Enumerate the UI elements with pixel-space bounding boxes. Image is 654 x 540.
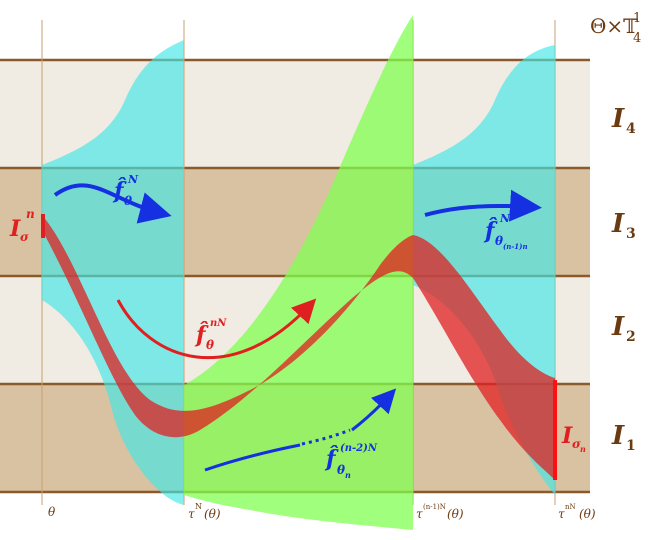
arrow-f-n2n: [204, 443, 301, 472]
svg-text:n: n: [345, 470, 351, 480]
svg-text:nN: nN: [565, 503, 576, 511]
svg-text:(θ): (θ): [579, 507, 596, 521]
svg-text:f̂: f̂: [112, 178, 127, 204]
svg-text:I: I: [611, 312, 625, 342]
svg-text:θ: θ: [337, 463, 345, 477]
svg-text:I: I: [611, 104, 625, 134]
label-f-n2n: f̂ θ n (n-2)N: [324, 443, 378, 480]
svg-text:θ: θ: [124, 194, 132, 208]
svg-text:σ: σ: [20, 230, 29, 244]
svg-text:3: 3: [626, 226, 636, 242]
svg-text:θ: θ: [206, 338, 214, 352]
svg-text:n: n: [26, 207, 35, 221]
svg-text:τ: τ: [558, 507, 565, 521]
green-region-middle: [184, 15, 413, 530]
svg-text:I: I: [561, 423, 573, 449]
svg-text:(n-1)N: (n-1)N: [423, 503, 446, 511]
svg-text:τ: τ: [188, 507, 195, 521]
label-f-n1: f̂ θ (n-1)n N: [483, 212, 528, 251]
svg-text:(n-1)n: (n-1)n: [503, 242, 528, 251]
svg-text:(θ): (θ): [204, 507, 221, 521]
space-sub: 4: [633, 31, 641, 46]
svg-text:(n-2)N: (n-2)N: [340, 443, 378, 454]
svg-text:θ: θ: [495, 234, 503, 248]
svg-text:n: n: [580, 444, 586, 454]
arrow-f-n: [53, 183, 172, 224]
svg-text:4: 4: [626, 121, 636, 137]
band-labels: I 4 I 3 I 2 I 1: [611, 104, 636, 454]
svg-text:θ: θ: [48, 505, 56, 519]
svg-text:N: N: [127, 173, 139, 186]
red-orbit-band: [42, 215, 555, 480]
svg-text:τ: τ: [416, 507, 423, 521]
svg-text:nN: nN: [210, 318, 227, 329]
svg-text:N: N: [195, 502, 202, 511]
arrow-f-n2n-head: [351, 388, 397, 432]
svg-text:N: N: [499, 212, 511, 225]
label-i-sigma-sub-n: I σ n: [561, 423, 586, 454]
svg-text:f̂: f̂: [194, 322, 209, 348]
space-sup: 1: [633, 11, 641, 26]
cyan-region-left: [42, 40, 184, 505]
space-label: Θ×𝕋: [590, 14, 638, 38]
label-f-nn: f̂ θ nN: [194, 318, 227, 352]
svg-text:(θ): (θ): [447, 507, 464, 521]
svg-text:I: I: [611, 209, 625, 239]
svg-text:I: I: [9, 216, 21, 242]
arrow-f-nn: [116, 298, 317, 359]
svg-text:f̂: f̂: [324, 446, 339, 472]
x-axis-labels: θ τ N (θ) τ (n-1)N (θ) τ nN (θ): [48, 502, 596, 521]
svg-text:f̂: f̂: [483, 218, 498, 244]
arrow-f-n1: [424, 189, 542, 222]
svg-text:1: 1: [626, 438, 636, 454]
label-i-sigma-n: I σ n: [9, 207, 35, 244]
svg-text:σ: σ: [572, 437, 581, 451]
svg-text:2: 2: [626, 329, 636, 345]
label-f-n: f̂ θ N: [112, 173, 139, 208]
svg-text:I: I: [611, 421, 625, 451]
